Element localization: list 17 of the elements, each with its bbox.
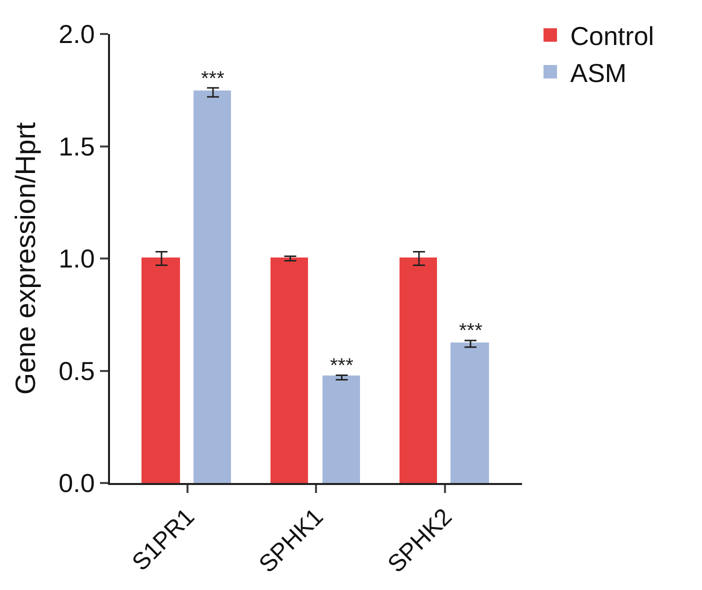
y-tick-label: 0.0 xyxy=(58,468,95,498)
legend-label: ASM xyxy=(570,58,627,88)
annotation: *** xyxy=(459,320,483,342)
y-axis-title: Gene expression/Hprt xyxy=(10,122,41,395)
bar xyxy=(142,258,180,483)
annotation: *** xyxy=(330,355,354,377)
legend-label: Control xyxy=(570,21,654,52)
y-tick-label: 0.5 xyxy=(58,356,95,386)
annotation: *** xyxy=(201,68,225,90)
bar xyxy=(270,258,308,483)
y-tick-label: 2.0 xyxy=(58,19,95,50)
bar xyxy=(194,90,231,483)
y-tick-label: 1.5 xyxy=(58,131,95,162)
bar xyxy=(322,376,360,483)
bar xyxy=(400,258,437,483)
bar xyxy=(450,342,489,483)
y-tick-label: 1.0 xyxy=(58,244,95,274)
